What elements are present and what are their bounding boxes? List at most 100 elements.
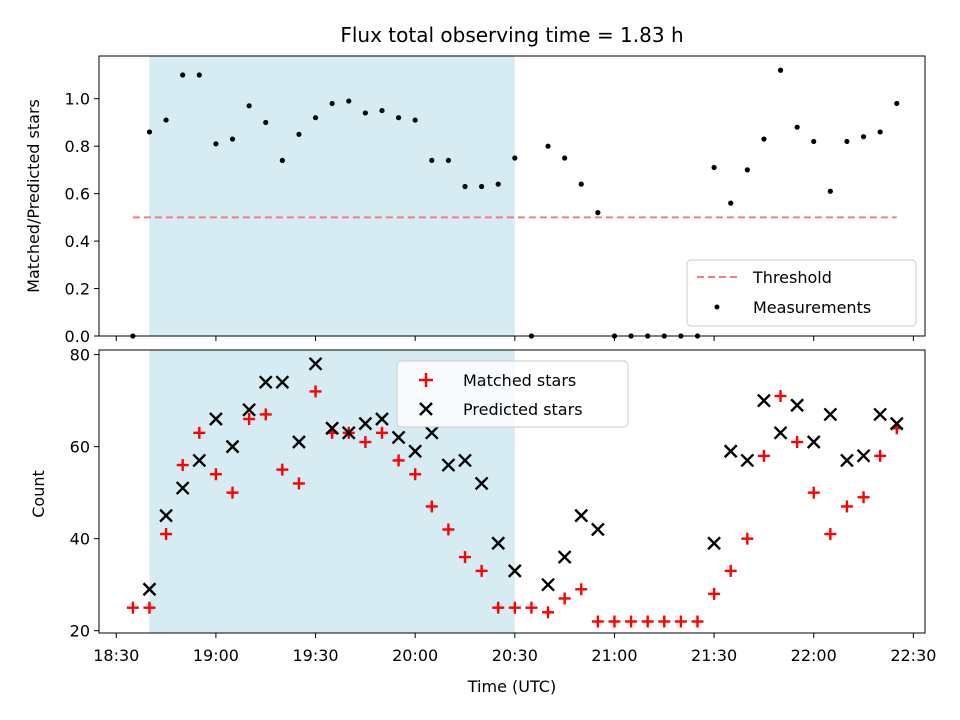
- matched-star-point: [741, 532, 754, 545]
- matched-star-point: [176, 459, 189, 472]
- legend-measurements-swatch: [714, 304, 720, 310]
- matched-star-point: [807, 486, 820, 499]
- measurement-point: [296, 131, 302, 137]
- measurement-point: [346, 98, 352, 104]
- predicted-star-point: [375, 412, 389, 426]
- matched-star-point: [392, 454, 405, 467]
- predicted-star-point: [325, 421, 340, 436]
- x-tick-label: 18:30: [93, 646, 139, 665]
- measurement-point: [395, 115, 402, 121]
- x-tick-label: 21:30: [691, 646, 737, 665]
- y-tick-label: 1.0: [65, 90, 90, 109]
- predicted-star-point: [424, 425, 439, 440]
- matched-star-point: [658, 615, 671, 628]
- matched-star-point: [193, 426, 206, 439]
- top-axes-frame: [98, 55, 926, 337]
- matched-star-point: [608, 615, 621, 628]
- predicted-star-point: [856, 448, 871, 463]
- measurement-point: [761, 136, 767, 142]
- predicted-star-point: [391, 430, 406, 445]
- x-tick-label: 22:00: [791, 646, 837, 665]
- matched-star-point: [575, 583, 588, 596]
- matched-star-point: [143, 601, 156, 614]
- predicted-star-point: [806, 435, 821, 449]
- predicted-star-point: [358, 416, 373, 431]
- legend-matched-swatch: [419, 373, 433, 387]
- x-tick-label: 20:30: [492, 646, 538, 665]
- measurement-point: [329, 100, 335, 107]
- predicted-star-point: [757, 393, 771, 408]
- predicted-star-point: [209, 412, 223, 426]
- measurement-point: [495, 181, 501, 187]
- measurement-point: [578, 181, 584, 187]
- y-tick-label: 40: [70, 530, 90, 549]
- predicted-star-point: [474, 476, 489, 491]
- x-tick-label: 22:30: [890, 646, 936, 665]
- matched-star-point: [625, 615, 638, 628]
- top-legend-box: [686, 259, 917, 327]
- bottom-panel: 20 40 60 80 18:30 19:00 19:30 20:00 20:30 21:00 2…: [29, 346, 936, 696]
- predicted-star-point: [740, 453, 755, 468]
- bottom-legend-box: [396, 360, 629, 428]
- measurement-point: [379, 107, 385, 114]
- predicted-star-point: [491, 536, 506, 551]
- predicted-star-point: [840, 453, 854, 468]
- matched-star-point: [774, 390, 787, 403]
- measurement-point: [246, 103, 252, 109]
- predicted-star-point: [192, 453, 207, 468]
- predicted-star-point: [258, 375, 273, 390]
- measurement-point: [312, 115, 319, 121]
- top-y-axis-label: Matched/Predicted stars: [24, 99, 43, 293]
- predicted-star-point: [574, 508, 589, 523]
- predicted-star-point: [458, 453, 472, 468]
- measurement-point: [844, 138, 850, 145]
- top-panel: 0.0 0.2 0.4 0.6 0.8 1.0 Matched/Predicted sta…: [24, 55, 926, 346]
- measurement-point: [479, 183, 485, 190]
- predicted-star-point: [292, 435, 306, 449]
- predicted-star-point: [341, 425, 356, 440]
- bottom-legend: Matched stars Predicted stars: [396, 360, 629, 428]
- top-legend: Threshold Measurements: [686, 259, 917, 327]
- measurement-point: [180, 72, 186, 78]
- predicted-star-point: [790, 398, 804, 413]
- measurement-point: [213, 141, 219, 147]
- measurement-point: [894, 100, 900, 107]
- predicted-star-point: [175, 481, 190, 495]
- matched-star-point: [375, 426, 388, 439]
- predicted-star-point: [159, 508, 173, 523]
- measurement-point: [827, 188, 833, 194]
- matched-star-point: [409, 468, 422, 481]
- legend-matched-label: Matched stars: [463, 371, 576, 390]
- legend-predicted-label: Predicted stars: [463, 400, 583, 419]
- matched-star-point: [840, 500, 853, 513]
- chart-title: Flux total observing time = 1.83 h: [340, 23, 683, 47]
- top-observing-interval-shade: [149, 56, 515, 336]
- matched-star-point: [542, 606, 555, 619]
- measurement-point: [362, 110, 368, 116]
- measurement-point: [794, 124, 800, 130]
- bottom-y-axis-label: Count: [29, 470, 48, 518]
- matched-star-point: [641, 615, 654, 628]
- matched-star-point: [425, 500, 438, 513]
- count-points: [126, 356, 904, 628]
- predicted-star-point: [507, 564, 522, 578]
- predicted-star-point: [275, 375, 290, 390]
- matched-star-point: [160, 528, 173, 541]
- bottom-axes-frame: [98, 349, 926, 634]
- measurement-point: [163, 117, 169, 123]
- legend-threshold-label: Threshold: [752, 268, 832, 287]
- y-tick-label: 0.4: [65, 232, 90, 251]
- measurement-point: [279, 157, 285, 164]
- matched-star-point: [475, 564, 488, 577]
- measurement-point: [412, 117, 418, 123]
- y-tick-label: 0.0: [65, 327, 90, 346]
- measurement-point: [229, 136, 236, 142]
- matched-star-point: [508, 601, 521, 614]
- matched-star-point: [857, 491, 870, 504]
- matched-star-point: [874, 449, 887, 462]
- top-y-ticks: 0.0 0.2 0.4 0.6 0.8 1.0: [65, 90, 99, 346]
- measurements-points: [130, 67, 900, 339]
- y-tick-label: 0.8: [65, 137, 90, 156]
- measurement-point: [777, 67, 784, 73]
